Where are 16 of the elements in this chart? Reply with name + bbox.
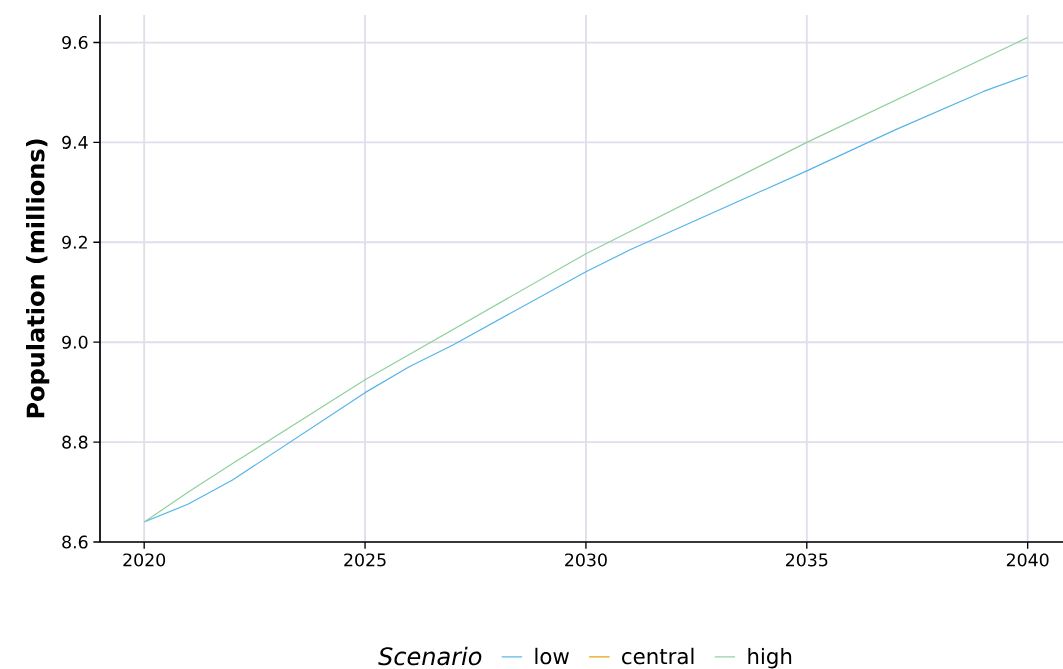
y-tick-label: 9.0 [62, 335, 88, 349]
legend-label: central [622, 647, 694, 665]
x-tick-label: 2025 [344, 553, 386, 567]
legend-label: low [535, 647, 569, 665]
y-tick-label: 8.6 [62, 535, 88, 549]
x-tick-label: 2035 [786, 553, 828, 567]
y-tick-label: 8.8 [62, 435, 88, 449]
y-tick-label: 9.4 [62, 135, 88, 149]
x-tick-label: 2030 [565, 553, 607, 567]
y-axis-title: Population (millions) [26, 139, 50, 418]
x-tick-label: 2020 [123, 553, 166, 567]
x-tick-label: 2040 [1006, 553, 1049, 567]
y-tick-label: 9.6 [62, 35, 88, 50]
legend-label: high [748, 647, 792, 669]
legend-title: Scenario [378, 646, 482, 666]
y-tick-label: 9.2 [62, 235, 87, 249]
